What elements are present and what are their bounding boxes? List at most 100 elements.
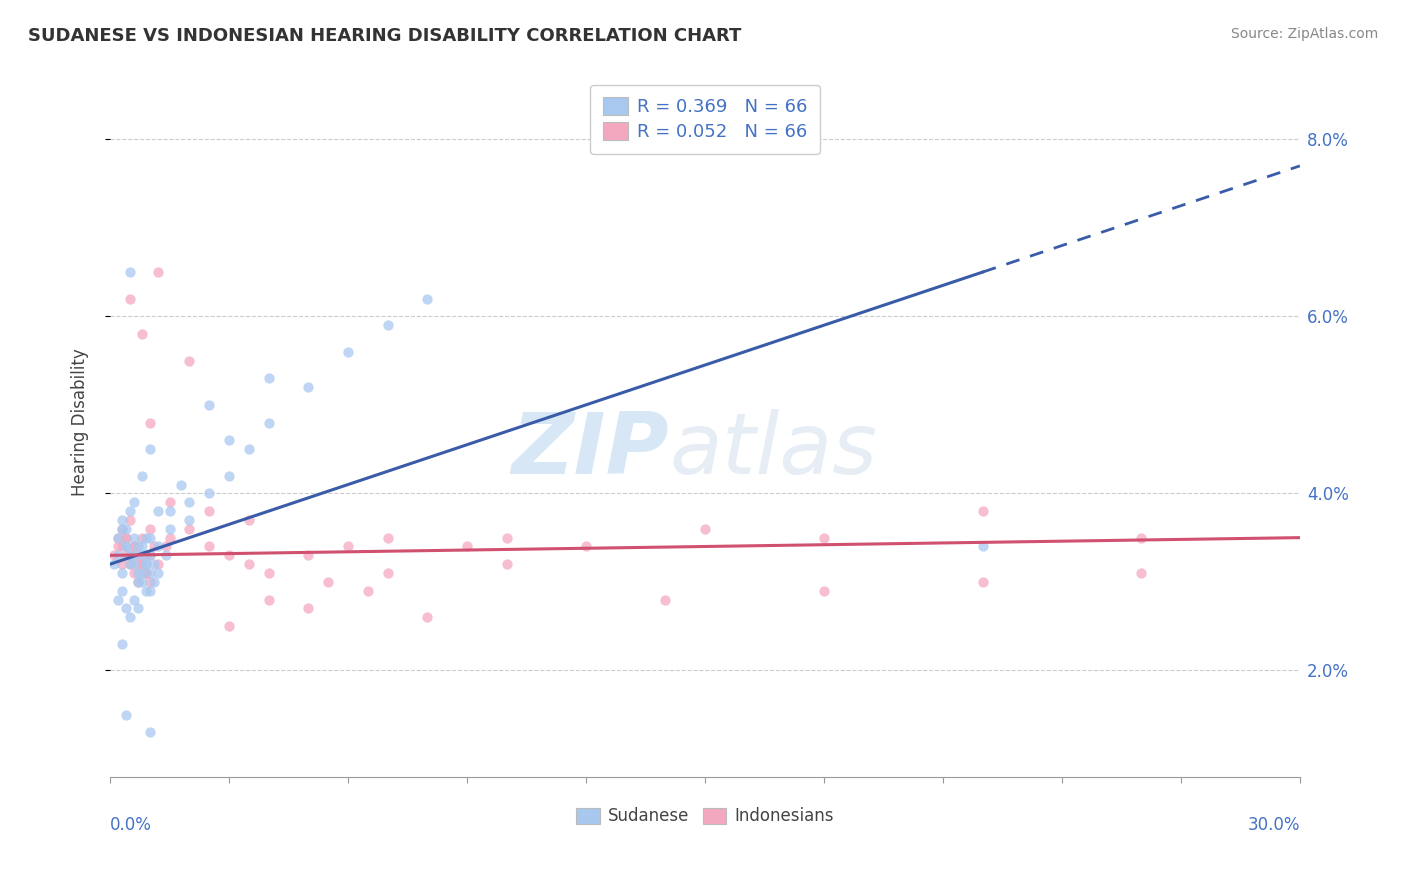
Point <box>257 566 280 580</box>
Point <box>135 549 157 563</box>
Text: 30.0%: 30.0% <box>1247 815 1301 833</box>
Point <box>238 442 260 457</box>
Point <box>257 371 280 385</box>
Point <box>135 558 157 572</box>
Point <box>138 531 160 545</box>
Point <box>297 380 319 394</box>
Point <box>693 522 716 536</box>
Text: Source: ZipAtlas.com: Source: ZipAtlas.com <box>1230 27 1378 41</box>
Point <box>377 318 399 333</box>
Point <box>146 566 169 580</box>
Point <box>131 549 153 563</box>
Point <box>135 531 157 545</box>
Text: SUDANESE VS INDONESIAN HEARING DISABILITY CORRELATION CHART: SUDANESE VS INDONESIAN HEARING DISABILIT… <box>28 27 741 45</box>
Point <box>135 566 157 580</box>
Point <box>127 558 149 572</box>
Point <box>654 592 676 607</box>
Point <box>218 434 240 448</box>
Point <box>107 540 129 554</box>
Point <box>131 540 153 554</box>
Point <box>1130 531 1153 545</box>
Point <box>115 549 138 563</box>
Point <box>218 468 240 483</box>
Point <box>138 442 160 457</box>
Point <box>159 522 181 536</box>
Point <box>495 531 517 545</box>
Point <box>138 583 160 598</box>
Point <box>238 558 260 572</box>
Point <box>127 549 149 563</box>
Point <box>111 513 134 527</box>
Point <box>118 558 141 572</box>
Point <box>159 531 181 545</box>
Point <box>107 592 129 607</box>
Point <box>111 558 134 572</box>
Point <box>179 522 201 536</box>
Point <box>146 504 169 518</box>
Point <box>575 540 598 554</box>
Point <box>377 531 399 545</box>
Point <box>198 504 221 518</box>
Point <box>198 398 221 412</box>
Point <box>456 540 478 554</box>
Point <box>115 522 138 536</box>
Point <box>127 566 149 580</box>
Point <box>337 540 360 554</box>
Y-axis label: Hearing Disability: Hearing Disability <box>72 349 89 497</box>
Point <box>111 522 134 536</box>
Point <box>138 549 160 563</box>
Point <box>297 601 319 615</box>
Point <box>115 540 138 554</box>
Point <box>131 558 153 572</box>
Point <box>416 292 439 306</box>
Point <box>115 601 138 615</box>
Point <box>198 486 221 500</box>
Point <box>131 327 153 342</box>
Point <box>142 574 165 589</box>
Point <box>142 558 165 572</box>
Point <box>218 619 240 633</box>
Point <box>813 531 835 545</box>
Point <box>316 574 339 589</box>
Point <box>127 574 149 589</box>
Point <box>122 549 145 563</box>
Point <box>127 574 149 589</box>
Point <box>103 558 125 572</box>
Text: atlas: atlas <box>669 409 877 492</box>
Point <box>238 513 260 527</box>
Point <box>122 540 145 554</box>
Text: 0.0%: 0.0% <box>110 815 152 833</box>
Point <box>131 531 153 545</box>
Point <box>159 495 181 509</box>
Point <box>111 540 134 554</box>
Point <box>138 522 160 536</box>
Point <box>103 549 125 563</box>
Point <box>111 637 134 651</box>
Point <box>146 558 169 572</box>
Point <box>138 725 160 739</box>
Point <box>142 540 165 554</box>
Point <box>813 583 835 598</box>
Point <box>138 574 160 589</box>
Point <box>155 540 177 554</box>
Point <box>118 610 141 624</box>
Point <box>972 574 994 589</box>
Point <box>122 566 145 580</box>
Point <box>357 583 380 598</box>
Point <box>118 558 141 572</box>
Point <box>111 583 134 598</box>
Point <box>138 566 160 580</box>
Point <box>146 265 169 279</box>
Point <box>127 601 149 615</box>
Point <box>118 504 141 518</box>
Point <box>257 416 280 430</box>
Point <box>131 566 153 580</box>
Point <box>135 558 157 572</box>
Point <box>115 707 138 722</box>
Point <box>1130 566 1153 580</box>
Point <box>198 540 221 554</box>
Point <box>111 566 134 580</box>
Text: ZIP: ZIP <box>512 409 669 492</box>
Point <box>159 504 181 518</box>
Point <box>115 531 138 545</box>
